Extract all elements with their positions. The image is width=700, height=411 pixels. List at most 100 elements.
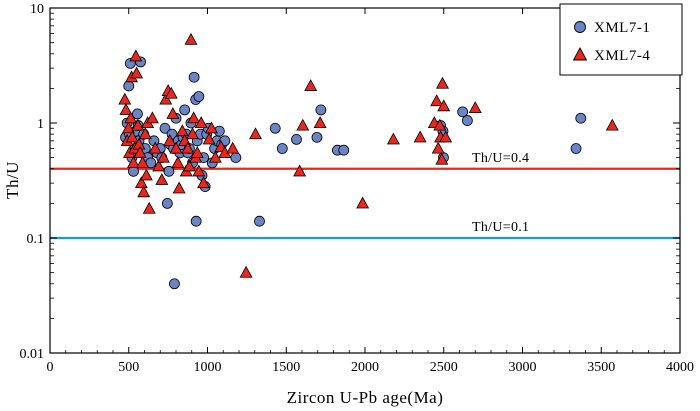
legend-marker-xml7-4 <box>572 47 588 61</box>
point-xml7-4-16 <box>136 156 150 168</box>
x-tick-label-2: 1000 <box>194 360 222 375</box>
point-xml7-1-42 <box>190 215 202 227</box>
x-tick-label-7: 3500 <box>587 360 615 375</box>
point-xml7-4-56 <box>293 164 307 177</box>
data-points <box>118 32 619 290</box>
point-xml7-4-48 <box>202 132 216 145</box>
point-xml7-1-9 <box>132 108 143 120</box>
point-xml7-4-61 <box>386 132 400 145</box>
point-xml7-1-40 <box>188 71 200 83</box>
point-xml7-4-58 <box>304 79 318 91</box>
point-xml7-4-15 <box>134 176 148 189</box>
point-xml7-1-2 <box>123 80 135 92</box>
point-xml7-1-72 <box>575 112 587 124</box>
point-xml7-4-21 <box>142 201 156 214</box>
point-xml7-4-11 <box>130 66 144 79</box>
point-xml7-1-71 <box>570 143 582 154</box>
point-xml7-4-33 <box>171 156 185 168</box>
point-xml7-4-50 <box>208 150 222 163</box>
point-xml7-4-32 <box>169 141 183 154</box>
point-xml7-4-62 <box>413 130 427 143</box>
point-xml7-4-35 <box>175 124 189 137</box>
point-xml7-4-30 <box>164 86 178 99</box>
point-xml7-4-34 <box>172 181 186 194</box>
point-xml7-4-8 <box>127 156 140 168</box>
point-xml7-1-34 <box>179 104 191 116</box>
point-xml7-4-54 <box>239 265 253 278</box>
axes: 0 500 1000 1500 2000 2500 3000 3500 4000 0.01 0.1 1… <box>20 2 695 375</box>
point-xml7-4-55 <box>249 127 263 140</box>
point-xml7-4-25 <box>155 173 169 185</box>
point-xml7-4-0 <box>118 92 132 105</box>
point-xml7-4-41 <box>186 127 200 140</box>
point-xml7-4-53 <box>226 141 240 154</box>
point-xml7-4-22 <box>145 111 159 124</box>
point-xml7-4-7 <box>125 130 139 143</box>
point-xml7-4-5 <box>124 111 138 124</box>
legend-label-xml7-4: XML7-4 <box>594 48 650 64</box>
point-xml7-4-26 <box>156 150 170 163</box>
point-xml7-4-71 <box>439 130 453 143</box>
legend-label-xml7-1: XML7-1 <box>594 20 650 36</box>
x-tick-label-3: 1500 <box>272 360 300 375</box>
point-xml7-4-68 <box>435 152 449 165</box>
point-xml7-1-61 <box>291 134 302 145</box>
point-xml7-1-63 <box>315 104 327 116</box>
point-xml7-1-28 <box>169 278 180 290</box>
point-xml7-4-60 <box>356 196 370 209</box>
point-xml7-4-59 <box>313 116 327 128</box>
point-xml7-1-70 <box>461 115 473 126</box>
x-tick-label-8: 4000 <box>666 360 694 375</box>
point-xml7-4-72 <box>468 101 482 114</box>
point-xml7-4-70 <box>437 99 451 112</box>
point-xml7-4-12 <box>131 118 145 131</box>
point-xml7-1-60 <box>276 143 288 154</box>
point-xml7-1-58 <box>254 215 265 227</box>
point-xml7-4-38 <box>181 141 195 154</box>
point-xml7-1-69 <box>457 106 469 118</box>
point-xml7-1-23 <box>161 197 173 209</box>
x-tick-label-4: 2000 <box>351 360 379 375</box>
point-xml7-4-31 <box>166 107 180 119</box>
point-xml7-1-57 <box>230 152 242 164</box>
point-xml7-4-66 <box>433 118 447 131</box>
point-xml7-4-1 <box>119 103 133 115</box>
point-xml7-4-19 <box>139 168 153 181</box>
point-xml7-4-10 <box>129 49 143 62</box>
y-tick-label-3: 10 <box>30 2 44 17</box>
annotation-th-u-0.1: Th/U=0.1 <box>472 220 529 235</box>
point-xml7-4-42 <box>187 111 201 124</box>
point-xml7-1-59 <box>269 122 281 134</box>
point-xml7-4-49 <box>204 121 218 134</box>
point-xml7-4-14 <box>133 146 147 158</box>
y-tick-label-1: 0.1 <box>27 232 45 247</box>
point-xml7-4-27 <box>159 92 173 105</box>
y-tick-label-0: 0.01 <box>20 347 45 362</box>
point-xml7-1-44 <box>193 91 205 102</box>
annotation-th-u-0.4: Th/U=0.4 <box>472 151 529 166</box>
legend: XML7-1 XML7-4 <box>559 3 683 76</box>
point-xml7-1-65 <box>338 144 350 156</box>
x-axis-title: Zircon U-Pb age(Ma) <box>287 388 444 407</box>
legend-box <box>559 3 683 76</box>
point-xml7-4-47 <box>197 176 211 189</box>
point-xml7-1-62 <box>311 131 323 143</box>
y-tick-label-2: 1 <box>37 117 44 132</box>
point-xml7-4-3 <box>121 121 135 134</box>
legend-marker-xml7-1 <box>574 21 586 33</box>
point-xml7-4-69 <box>436 76 449 89</box>
x-tick-label-6: 3000 <box>509 360 537 375</box>
point-xml7-4-40 <box>184 32 198 45</box>
point-xml7-4-17 <box>137 185 151 198</box>
point-xml7-4-65 <box>431 141 445 154</box>
point-xml7-4-29 <box>163 133 177 146</box>
point-xml7-4-46 <box>194 116 208 128</box>
point-xml7-4-23 <box>148 141 162 154</box>
y-axis-title: Th/U <box>3 161 22 199</box>
point-xml7-4-57 <box>296 118 310 131</box>
point-xml7-4-45 <box>192 164 206 177</box>
x-tick-label-0: 0 <box>47 360 54 375</box>
point-xml7-4-39 <box>182 159 196 172</box>
point-xml7-4-64 <box>430 94 444 107</box>
